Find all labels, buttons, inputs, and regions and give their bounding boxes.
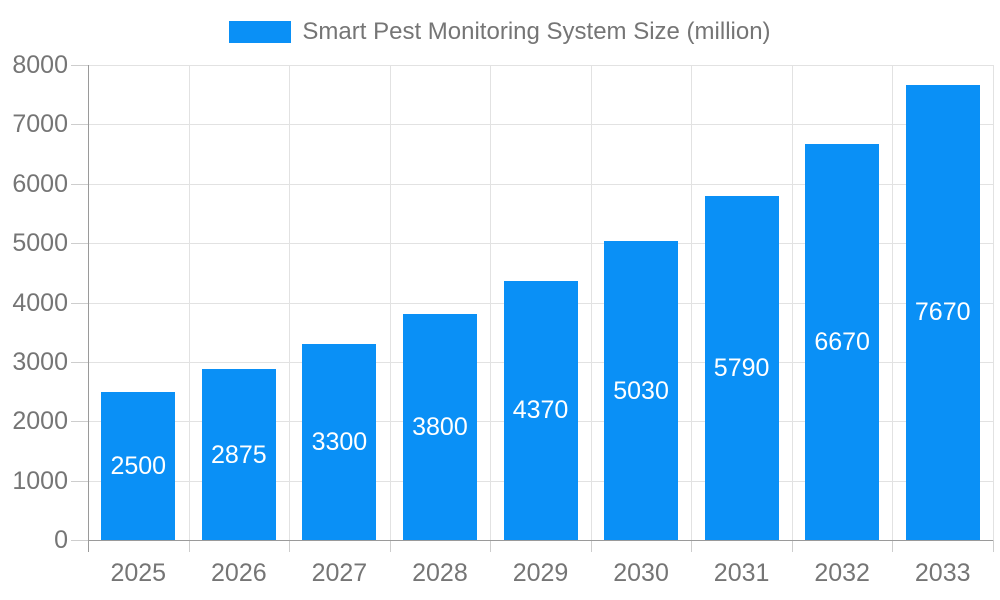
v-gridline: [791, 65, 793, 540]
y-axis-tick: [71, 183, 88, 185]
v-gridline: [490, 65, 492, 540]
x-axis-tick: [389, 540, 391, 552]
v-gridline: [590, 65, 592, 540]
h-gridline: [88, 124, 993, 126]
y-axis-tick: [71, 124, 88, 126]
bar-value-label: 3800: [412, 413, 468, 442]
bar-value-label: 6670: [814, 327, 870, 356]
y-tick-label: 4000: [12, 288, 68, 317]
y-axis-tick: [71, 480, 88, 482]
bar-value-label: 4370: [512, 396, 569, 425]
y-tick-label: 3000: [12, 347, 68, 376]
y-axis-tick: [71, 421, 88, 423]
x-axis-tick: [590, 540, 592, 552]
bar[interactable]: 2500: [101, 391, 176, 540]
v-gridline: [892, 65, 894, 540]
bar-value-label: 2875: [211, 440, 267, 469]
y-axis-tick: [71, 540, 88, 541]
v-gridline: [389, 65, 391, 540]
bar[interactable]: 3800: [402, 314, 477, 540]
x-axis-tick: [791, 540, 793, 552]
y-tick-label: 0: [54, 526, 68, 554]
x-axis-tick: [892, 540, 894, 552]
x-tick-label: 2029: [512, 559, 569, 587]
x-tick-label: 2031: [713, 559, 770, 587]
bar[interactable]: 5790: [704, 196, 779, 540]
v-gridline: [188, 65, 190, 540]
y-tick-label: 6000: [12, 169, 68, 198]
x-axis-tick: [993, 540, 994, 552]
y-axis-tick: [71, 65, 88, 66]
v-gridline: [993, 65, 994, 540]
bar[interactable]: 7670: [905, 84, 980, 540]
bar-value-label: 5790: [713, 354, 770, 383]
y-tick-label: 2000: [12, 407, 68, 436]
x-tick-label: 2032: [814, 559, 870, 587]
bar[interactable]: 2875: [201, 369, 276, 540]
y-tick-label: 8000: [12, 51, 68, 79]
x-axis-tick: [691, 540, 693, 552]
y-axis-tick: [71, 302, 88, 304]
x-axis-tick: [289, 540, 291, 552]
bar[interactable]: 6670: [805, 143, 880, 540]
x-axis-tick: [490, 540, 492, 552]
y-tick-label: 5000: [12, 229, 68, 258]
x-tick-label: 2028: [412, 559, 468, 587]
y-tick-label: 7000: [12, 110, 68, 139]
bar[interactable]: 5030: [604, 241, 679, 540]
h-gridline: [88, 65, 993, 66]
x-tick-label: 2033: [914, 559, 971, 587]
x-tick-label: 2026: [211, 559, 267, 587]
x-axis-line: [88, 540, 993, 541]
bar-value-label: 5030: [613, 376, 669, 405]
legend-swatch-icon: [229, 21, 292, 43]
h-gridline: [88, 183, 993, 185]
bar-value-label: 3300: [311, 428, 368, 457]
x-tick-label: 2027: [311, 559, 368, 587]
x-tick-label: 2030: [613, 559, 669, 587]
bar[interactable]: 4370: [503, 280, 578, 540]
y-axis-line: [88, 65, 89, 552]
bar-value-label: 7670: [914, 298, 971, 327]
legend[interactable]: Smart Pest Monitoring System Size (milli…: [0, 17, 1000, 47]
y-tick-label: 1000: [12, 466, 68, 495]
y-axis-tick: [71, 243, 88, 245]
v-gridline: [289, 65, 291, 540]
y-axis-tick: [71, 361, 88, 363]
x-tick-label: 2025: [110, 559, 167, 587]
bar-value-label: 2500: [110, 451, 167, 480]
bar[interactable]: 3300: [302, 344, 377, 540]
legend-label: Smart Pest Monitoring System Size (milli…: [302, 18, 771, 45]
x-axis-tick: [188, 540, 190, 552]
v-gridline: [691, 65, 693, 540]
h-gridline: [88, 243, 993, 245]
